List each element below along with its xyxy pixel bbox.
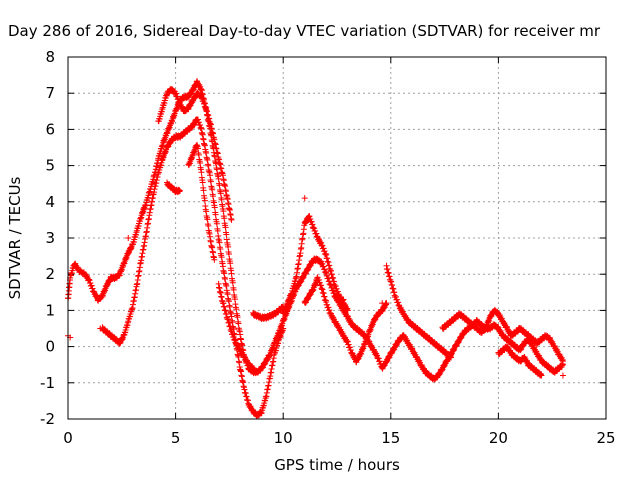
data-point-marker bbox=[228, 216, 235, 223]
data-point-marker bbox=[97, 325, 104, 332]
data-point-marker bbox=[301, 195, 308, 202]
data-point-marker bbox=[212, 211, 219, 218]
data-point-marker bbox=[176, 187, 183, 194]
y-axis-label: SDTVAR / TECUs bbox=[6, 176, 24, 299]
data-point-marker bbox=[229, 279, 236, 286]
data-points bbox=[65, 78, 566, 419]
y-tick-label: -2 bbox=[40, 410, 55, 428]
data-point-marker bbox=[227, 260, 234, 267]
data-point-marker bbox=[148, 198, 155, 205]
data-point-marker bbox=[344, 307, 351, 314]
data-point-marker bbox=[225, 251, 232, 258]
data-point-marker bbox=[340, 296, 347, 303]
data-point-marker bbox=[199, 179, 206, 186]
data-point-marker bbox=[379, 300, 386, 307]
y-tick-label: -1 bbox=[40, 374, 55, 392]
data-point-marker bbox=[223, 231, 230, 238]
plot-frame bbox=[67, 56, 607, 420]
y-tick-label: 8 bbox=[45, 48, 55, 66]
y-tick-label: 1 bbox=[45, 301, 55, 319]
x-tick-label: 5 bbox=[171, 429, 181, 447]
data-point-marker bbox=[211, 256, 218, 263]
data-point-marker bbox=[198, 169, 205, 176]
y-tick-label: 3 bbox=[45, 229, 55, 247]
axis-ticks: 0 5 10 15 20 25 -2 -1 0 1 2 3 4 5 6 7 8 bbox=[40, 48, 616, 447]
x-tick-label: 10 bbox=[274, 429, 293, 447]
data-point-marker bbox=[448, 354, 455, 361]
data-point-marker bbox=[140, 206, 147, 213]
data-point-marker bbox=[222, 224, 229, 231]
y-tick-label: 0 bbox=[45, 338, 55, 356]
data-point-marker bbox=[201, 197, 208, 204]
data-point-marker bbox=[200, 187, 207, 194]
data-point-marker bbox=[559, 372, 566, 379]
x-tick-label: 20 bbox=[489, 429, 508, 447]
x-tick-label: 15 bbox=[381, 429, 400, 447]
data-point-marker bbox=[221, 215, 228, 222]
data-point-marker bbox=[213, 220, 220, 227]
data-point-marker bbox=[211, 204, 218, 211]
data-point-marker bbox=[538, 372, 545, 379]
data-point-marker bbox=[220, 208, 227, 215]
y-tick-label: 2 bbox=[45, 265, 55, 283]
data-point-marker bbox=[280, 325, 287, 332]
data-point-marker bbox=[230, 286, 237, 293]
data-point-marker bbox=[125, 235, 132, 241]
data-point-marker bbox=[214, 227, 221, 234]
data-point-marker bbox=[231, 296, 238, 303]
chart-title: Day 286 of 2016, Sidereal Day-to-day VTE… bbox=[8, 22, 601, 40]
x-tick-label: 0 bbox=[63, 429, 73, 447]
x-tick-label: 25 bbox=[596, 429, 615, 447]
y-tick-label: 6 bbox=[45, 120, 55, 138]
y-tick-label: 7 bbox=[45, 84, 55, 102]
data-point-marker bbox=[225, 243, 232, 250]
grid-lines bbox=[68, 57, 606, 419]
x-axis-label: GPS time / hours bbox=[274, 456, 400, 474]
y-tick-label: 4 bbox=[45, 193, 55, 211]
data-point-marker bbox=[559, 358, 566, 365]
data-point-marker bbox=[228, 270, 235, 277]
y-tick-label: 5 bbox=[45, 157, 55, 175]
data-point-marker bbox=[250, 365, 257, 372]
